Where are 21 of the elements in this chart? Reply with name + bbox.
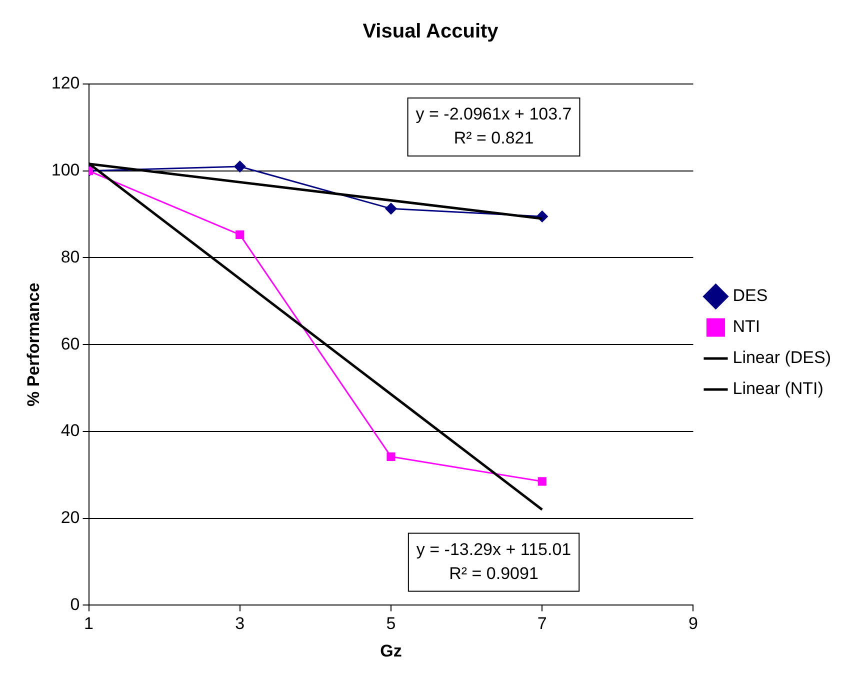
annotation: y = -13.29x + 115.01 R² = 0.9091 (416, 540, 572, 583)
y-tick-label: 40 (60, 421, 80, 440)
legend-label: DES (732, 286, 768, 306)
legend-label: Linear (NTI) (732, 379, 824, 398)
y-axis-title: % Performance (24, 282, 43, 406)
chart-title: Visual Accuity (362, 20, 500, 43)
y-tick-label: 100 (51, 160, 80, 180)
annotation: y = -2.0961x + 103.7 R² = 0.821 (416, 104, 572, 148)
y-tick-label: 60 (60, 334, 80, 354)
x-tick-label: 7 (537, 614, 547, 634)
x-tick-label: 3 (235, 614, 245, 634)
y-tick-label: 120 (51, 74, 80, 93)
y-tick-label: 80 (60, 247, 80, 266)
x-tick-label: 9 (688, 614, 698, 634)
legend-label: Linear (DES) (732, 348, 832, 368)
y-tick-label: 20 (60, 508, 80, 528)
x-tick-label: 5 (386, 614, 396, 634)
x-axis-title: Gz (380, 641, 402, 660)
y-tick-label: 0 (70, 594, 80, 614)
x-tick-label: 1 (84, 614, 94, 634)
legend-label: NTI (732, 317, 760, 336)
